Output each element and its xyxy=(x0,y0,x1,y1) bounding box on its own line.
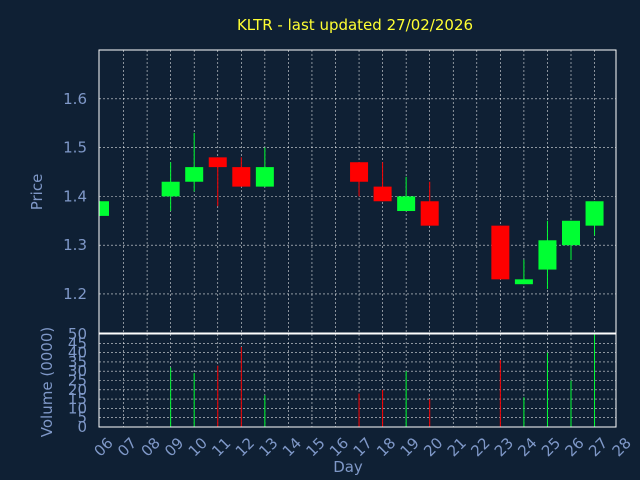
day-tick-label: 09 xyxy=(161,434,187,460)
price-tick-label: 1.5 xyxy=(63,139,87,157)
candle-body-17 xyxy=(350,162,369,182)
day-tick-label: 21 xyxy=(444,434,470,460)
day-tick-label: 16 xyxy=(326,434,352,460)
day-tick-label: 13 xyxy=(255,434,281,460)
price-tick-label: 1.4 xyxy=(63,187,87,205)
volume-axis-label: Volume (0000) xyxy=(38,327,56,437)
day-tick-labels: 0607080910111213141516171819202122232425… xyxy=(90,434,634,460)
price-tick-label: 1.2 xyxy=(63,285,87,303)
day-tick-label: 07 xyxy=(114,434,140,460)
day-tick-label: 11 xyxy=(208,434,234,460)
day-tick-label: 20 xyxy=(420,434,446,460)
candle-body-27 xyxy=(585,201,604,226)
candle-body-19 xyxy=(397,196,416,212)
volume-tick-label: 0 xyxy=(77,418,87,436)
volume-tick-label: 15 xyxy=(68,390,87,408)
price-tick-label: 1.6 xyxy=(63,90,87,108)
volume-tick-label: 20 xyxy=(68,381,87,399)
candle-body-06 xyxy=(99,201,109,216)
day-tick-label: 10 xyxy=(185,434,211,460)
candle-body-25 xyxy=(538,240,557,270)
candles xyxy=(99,132,604,290)
candle-body-13 xyxy=(255,167,274,187)
volume-tick-label: 25 xyxy=(68,372,87,390)
price-tick-labels: 1.2 1.3 1.4 1.5 1.6 xyxy=(63,90,87,303)
candle-body-23 xyxy=(491,225,510,280)
volume-tick-label: 50 xyxy=(68,325,87,343)
day-tick-label: 18 xyxy=(373,434,399,460)
candle-body-18 xyxy=(373,186,392,202)
day-tick-label: 24 xyxy=(514,434,540,460)
candle-body-10 xyxy=(185,167,204,182)
day-tick-label: 27 xyxy=(585,434,611,460)
price-panel-frame xyxy=(98,49,617,334)
day-tick-label: 12 xyxy=(232,434,258,460)
x-axis-label: Day xyxy=(333,458,363,476)
volume-tick-label: 35 xyxy=(68,353,87,371)
volume-panel-frame xyxy=(98,333,617,428)
day-tick-label: 22 xyxy=(467,434,493,460)
chart-title: KLTR - last updated 27/02/2026 xyxy=(237,16,473,34)
volume-tick-label: 10 xyxy=(68,399,87,417)
day-tick-label: 19 xyxy=(397,434,423,460)
candle-body-12 xyxy=(232,167,251,187)
volume-grid xyxy=(99,333,616,428)
day-tick-label: 06 xyxy=(90,434,116,460)
volume-tick-label: 40 xyxy=(68,344,87,362)
day-tick-label: 26 xyxy=(561,434,587,460)
candle-body-24 xyxy=(514,279,533,285)
day-tick-label: 23 xyxy=(491,434,517,460)
day-tick-label: 14 xyxy=(279,434,305,460)
day-tick-label: 15 xyxy=(302,434,328,460)
candle-body-11 xyxy=(208,157,227,168)
price-tick-label: 1.3 xyxy=(63,236,87,254)
day-tick-label: 28 xyxy=(609,434,635,460)
volume-bars xyxy=(170,334,596,427)
candle-body-09 xyxy=(161,181,180,197)
candle-body-20 xyxy=(420,201,439,226)
day-tick-label: 17 xyxy=(350,434,376,460)
volume-tick-label: 5 xyxy=(77,409,87,427)
volume-tick-label: 30 xyxy=(68,362,87,380)
price-axis-label: Price xyxy=(28,174,46,211)
day-tick-label: 25 xyxy=(538,434,564,460)
volume-tick-label: 45 xyxy=(68,334,87,352)
day-tick-label: 08 xyxy=(138,434,164,460)
candle-body-26 xyxy=(562,220,580,246)
